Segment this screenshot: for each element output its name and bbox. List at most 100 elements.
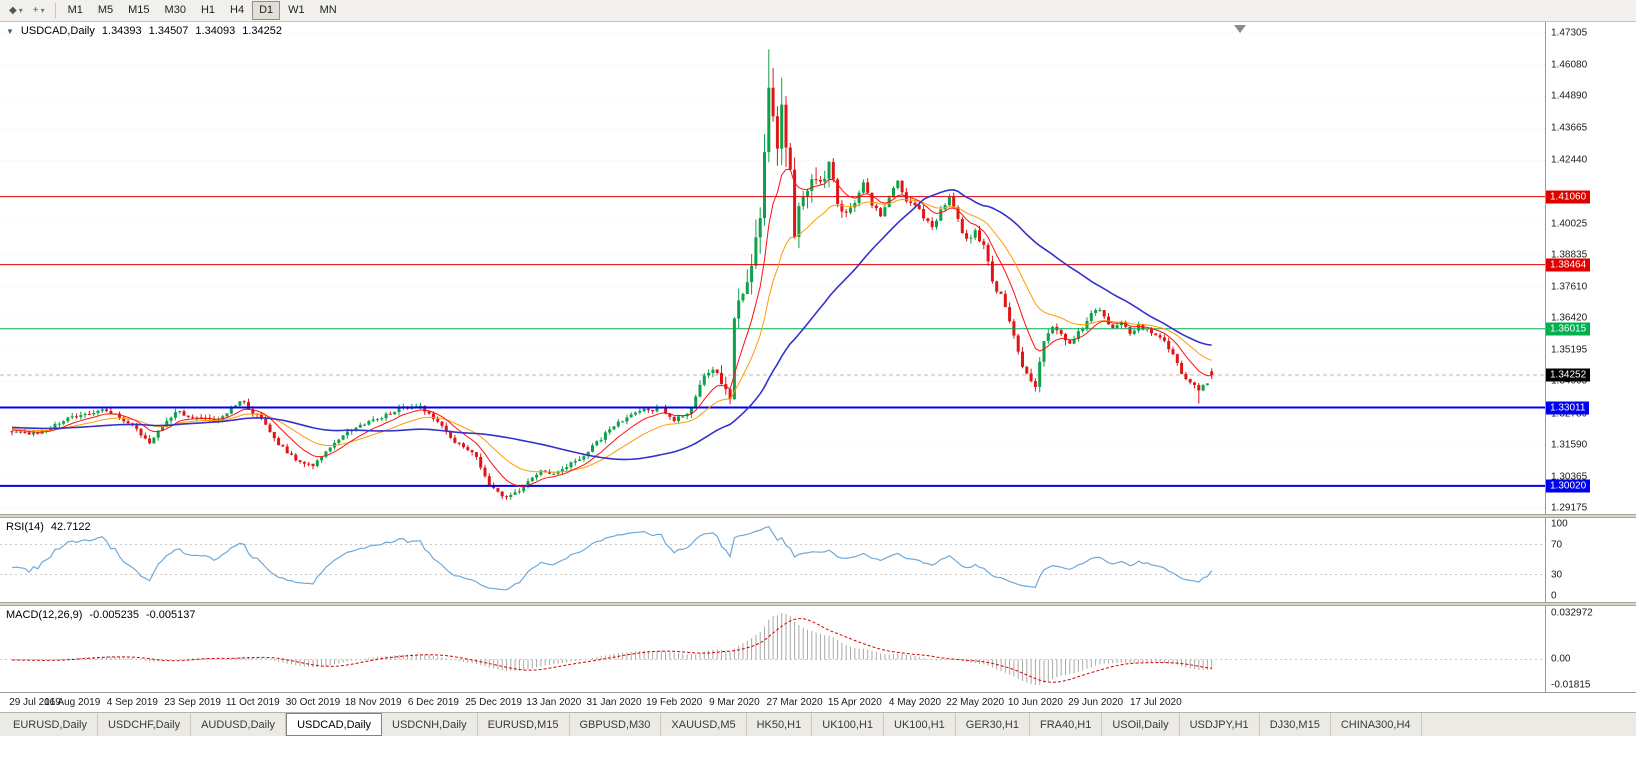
price-level-badge: 1.33011 bbox=[1546, 401, 1590, 414]
timeframe-button-H4[interactable]: H4 bbox=[230, 4, 245, 16]
chart-tab-CHINA300-H4[interactable]: CHINA300,H4 bbox=[1331, 713, 1422, 736]
x-axis-label: 17 Jul 2020 bbox=[1129, 697, 1182, 708]
x-axis-label: 23 Sep 2019 bbox=[164, 697, 221, 708]
price-tick: 1.30365 bbox=[1551, 471, 1588, 483]
chart-tab-XAUUSD-M5[interactable]: XAUUSD,M5 bbox=[661, 713, 747, 736]
x-axis-label: 15 Apr 2020 bbox=[827, 697, 882, 708]
macd-panel: MACD(12,26,9) -0.005235 -0.005137 0.0329… bbox=[0, 606, 1636, 692]
price-axis: 1.47305 1.46080 1.44890 1.43665 1.42440 1.400… bbox=[1545, 22, 1636, 514]
chart-tab-EURUSD-Daily[interactable]: EURUSD,Daily bbox=[3, 713, 98, 736]
price-level-badge: 1.30020 bbox=[1546, 479, 1591, 493]
x-axis-label: 29 Jul 2019 bbox=[9, 697, 61, 708]
timeframe-button-MN[interactable]: MN bbox=[319, 4, 337, 16]
rsi-axis: 100 70 30 0 bbox=[1545, 518, 1636, 602]
x-axis-label: 29 Jun 2020 bbox=[1068, 697, 1124, 708]
timeframe-button-W1[interactable]: W1 bbox=[288, 4, 305, 16]
chart-tab-FRA40-H1[interactable]: FRA40,H1 bbox=[1030, 713, 1103, 736]
price-tick: 1.29175 bbox=[1551, 502, 1588, 514]
x-axis-label: 10 Jun 2020 bbox=[1007, 697, 1063, 708]
ohlc-high: 1.34507 bbox=[148, 25, 189, 37]
x-axis-label: 13 Jan 2020 bbox=[526, 697, 582, 708]
ohlc-low: 1.34093 bbox=[195, 25, 236, 37]
macd-main-value: -0.005235 bbox=[89, 609, 139, 621]
chart-type-icon[interactable]: ◆ ▾ bbox=[9, 5, 23, 16]
rsi-name: RSI(14) bbox=[6, 521, 44, 533]
x-axis-label: 9 Mar 2020 bbox=[709, 697, 760, 708]
timeframe-button-H1[interactable]: H1 bbox=[200, 4, 216, 16]
indicators-icon[interactable]: + ▾ bbox=[32, 5, 45, 16]
chart-tab-AUDUSD-Daily[interactable]: AUDUSD,Daily bbox=[191, 713, 287, 736]
chart-tab-HK50-H1[interactable]: HK50,H1 bbox=[747, 713, 813, 736]
price-tick: 1.37610 bbox=[1551, 281, 1588, 293]
timeframe-button-M5[interactable]: M5 bbox=[97, 4, 114, 16]
chart-icon: ▼ bbox=[6, 26, 14, 36]
rsi-tick: 100 bbox=[1551, 518, 1568, 530]
price-tick: 1.38835 bbox=[1551, 249, 1588, 261]
chart-tab-USOil-Daily[interactable]: USOil,Daily bbox=[1102, 713, 1180, 736]
x-axis-label: 25 Dec 2019 bbox=[465, 697, 522, 708]
chart-tab-USDCNH-Daily[interactable]: USDCNH,Daily bbox=[382, 713, 478, 736]
price-tick: 1.40025 bbox=[1551, 218, 1588, 230]
price-level-badge: 1.41060 bbox=[1546, 190, 1591, 204]
timeframe-button-M1[interactable]: M1 bbox=[67, 4, 83, 16]
tab-bar: EURUSD,Daily USDCHF,Daily AUDUSD,Daily USDC… bbox=[0, 712, 1636, 736]
rsi-label: RSI(14) 42.7122 bbox=[6, 521, 91, 533]
rsi-value: 42.7122 bbox=[50, 521, 91, 533]
current-price-badge: 1.34252 bbox=[1546, 368, 1591, 382]
candlestick-plot[interactable] bbox=[0, 22, 1545, 514]
rsi-tick: 70 bbox=[1551, 539, 1563, 550]
rsi-tick: 0 bbox=[1551, 590, 1557, 602]
x-axis-label: 16 Aug 2019 bbox=[44, 697, 101, 708]
price-tick: 1.43665 bbox=[1551, 122, 1588, 134]
chart-title: ▼ USDCAD,Daily 1.34393 1.34507 1.34093 1… bbox=[6, 25, 282, 37]
macd-tick: -0.01815 bbox=[1551, 679, 1591, 691]
chart-symbol: USDCAD,Daily bbox=[20, 25, 95, 37]
ohlc-close: 1.34252 bbox=[242, 25, 282, 37]
macd-axis: 0.032972 0.00 -0.01815 bbox=[1545, 606, 1636, 692]
chart-tab-EURUSD-M15[interactable]: EURUSD,M15 bbox=[478, 713, 570, 736]
chart-tab-UK100-H1[interactable]: UK100,H1 bbox=[812, 713, 885, 736]
price-level-badge: 1.38464 bbox=[1546, 258, 1591, 272]
chart-tab-GBPUSD-M30[interactable]: GBPUSD,M30 bbox=[570, 713, 662, 736]
macd-tick: 0.032972 bbox=[1551, 607, 1593, 619]
timeframe-button-M30[interactable]: M30 bbox=[164, 4, 186, 16]
bottom-filler bbox=[0, 736, 1636, 764]
price-tick: 1.35195 bbox=[1551, 344, 1588, 356]
x-axis-label: 18 Nov 2019 bbox=[344, 697, 402, 708]
timeframe-button-M15[interactable]: M15 bbox=[128, 4, 150, 16]
ohlc-open: 1.34393 bbox=[101, 25, 142, 37]
price-tick: 1.31590 bbox=[1551, 439, 1588, 451]
timeframe-button-D1[interactable]: D1 bbox=[252, 1, 281, 20]
macd-signal-value: -0.005137 bbox=[145, 609, 196, 621]
x-axis-label: 30 Oct 2019 bbox=[285, 697, 341, 708]
panel-splitter[interactable] bbox=[0, 602, 1636, 606]
macd-label: MACD(12,26,9) -0.005235 -0.005137 bbox=[6, 609, 196, 621]
macd-plot[interactable] bbox=[0, 606, 1545, 692]
macd-tick: 0.00 bbox=[1551, 653, 1571, 665]
chart-tab-USDCHF-Daily[interactable]: USDCHF,Daily bbox=[98, 713, 192, 736]
price-tick: 1.47305 bbox=[1551, 27, 1588, 39]
time-axis: 29 Jul 2019 16 Aug 2019 4 Sep 2019 23 Sep 2… bbox=[0, 692, 1636, 712]
rsi-panel: RSI(14) 42.7122 100 70 30 0 bbox=[0, 518, 1636, 602]
toolbar-separator bbox=[54, 3, 56, 18]
chart-tab-GER30-H1[interactable]: GER30,H1 bbox=[956, 713, 1030, 736]
chart-tab-USDCAD-Daily[interactable]: USDCAD,Daily bbox=[286, 713, 383, 736]
rsi-tick: 30 bbox=[1551, 569, 1563, 580]
x-axis-label: 22 May 2020 bbox=[946, 697, 1005, 708]
main-chart-panel: ▼ USDCAD,Daily 1.34393 1.34507 1.34093 1… bbox=[0, 22, 1636, 514]
x-axis-label: 31 Jan 2020 bbox=[586, 697, 642, 708]
price-tick: 1.44890 bbox=[1551, 90, 1588, 102]
x-axis-label: 27 Mar 2020 bbox=[766, 697, 823, 708]
chart-tab-USDJPY-H1[interactable]: USDJPY,H1 bbox=[1180, 713, 1260, 736]
price-tick: 1.36420 bbox=[1551, 312, 1588, 324]
x-axis-label: 6 Dec 2019 bbox=[407, 697, 459, 708]
rsi-plot[interactable] bbox=[0, 518, 1545, 602]
x-axis-label: 11 Oct 2019 bbox=[225, 697, 280, 708]
chart-tab-UK100-H1[interactable]: UK100,H1 bbox=[884, 713, 956, 736]
timeframe-toolbar: ◆ ▾ + ▾ M1 M5 M15 M30 H1 H4 D1 W1 MN bbox=[0, 0, 1636, 22]
macd-name: MACD(12,26,9) bbox=[6, 609, 83, 621]
x-axis-label: 4 Sep 2019 bbox=[106, 697, 158, 708]
panel-splitter[interactable] bbox=[0, 514, 1636, 518]
chart-tab-DJ30-M15[interactable]: DJ30,M15 bbox=[1260, 713, 1331, 736]
price-level-badge: 1.36015 bbox=[1546, 322, 1591, 336]
